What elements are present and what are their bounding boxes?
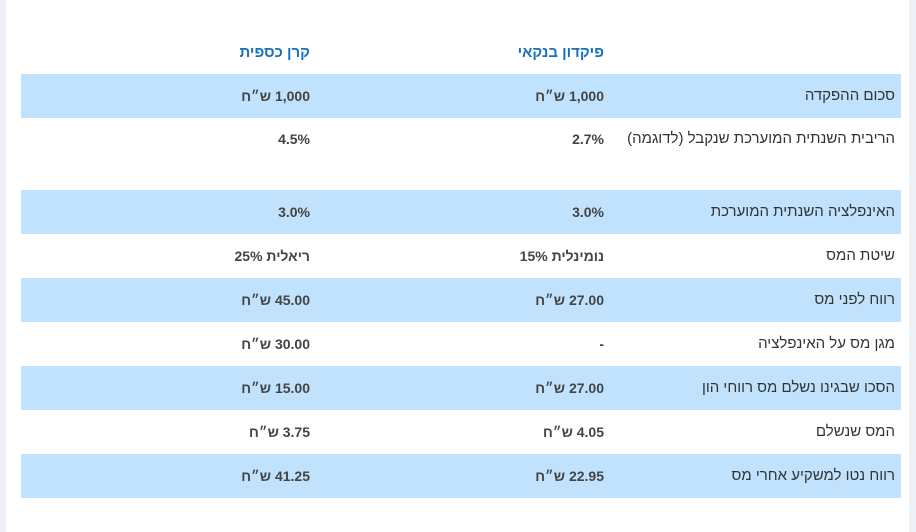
row-label: שיטת המס: [826, 247, 895, 264]
table-row-net-profit: רווח נטו למשקיע אחרי מס 22.95 ש״ח 41.25 …: [21, 454, 901, 498]
row-label: הסכו שבגינו נשלם מס רווחי הון: [701, 379, 895, 396]
row-label: סכום ההפקדה: [804, 87, 895, 104]
left-page-gutter: [0, 0, 6, 532]
money-fund-value: 1,000 ש״ח: [241, 88, 310, 104]
money-fund-value: 30.00 ש״ח: [241, 336, 310, 352]
row-label: מגן מס על האינפלציה: [758, 335, 895, 352]
bank-deposit-value: 2.7%: [572, 131, 604, 147]
row-label: המס שנשלם: [815, 423, 895, 440]
header-money-fund: קרן כספית: [239, 44, 310, 61]
money-fund-value: ריאלית 25%: [234, 248, 310, 264]
row-label: האינפלציה השנתית המוערכת: [710, 203, 895, 220]
table-row-inflation: האינפלציה השנתית המוערכת 3.0% 3.0%: [21, 190, 901, 234]
row-label: רווח נטו למשקיע אחרי מס: [731, 467, 895, 484]
row-label: הריבית השנתית המוערכת שנקבל (לדוגמה): [627, 130, 895, 147]
row-label: רווח לפני מס: [814, 291, 895, 308]
money-fund-value: 4.5%: [278, 131, 310, 147]
table-row-tax-method: שיטת המס נומינלית 15% ריאלית 25%: [21, 234, 901, 278]
bank-deposit-value: 4.05 ש״ח: [543, 424, 604, 440]
bank-deposit-value: 27.00 ש״ח: [535, 380, 604, 396]
bank-deposit-value: 1,000 ש״ח: [535, 88, 604, 104]
comparison-table: פיקדון בנקאי קרן כספית סכום ההפקדה 1,000…: [21, 36, 901, 498]
table-row-tax-paid: המס שנשלם 4.05 ש״ח 3.75 ש״ח: [21, 410, 901, 454]
table-row-profit-before-tax: רווח לפני מס 27.00 ש״ח 45.00 ש״ח: [21, 278, 901, 322]
money-fund-value: 15.00 ש״ח: [241, 380, 310, 396]
table-row-inflation-tax-shield: מגן מס על האינפלציה - 30.00 ש״ח: [21, 322, 901, 366]
bank-deposit-value: -: [599, 336, 604, 352]
money-fund-value: 3.75 ש״ח: [249, 424, 310, 440]
table-row-deposit-amount: סכום ההפקדה 1,000 ש״ח 1,000 ש״ח: [21, 74, 901, 118]
table-row-interest-rate: הריבית השנתית המוערכת שנקבל (לדוגמה) 2.7…: [21, 118, 901, 190]
right-page-gutter: [909, 0, 916, 532]
bank-deposit-value: 3.0%: [572, 204, 604, 220]
money-fund-value: 45.00 ש״ח: [241, 292, 310, 308]
table-row-taxable-amount: הסכו שבגינו נשלם מס רווחי הון 27.00 ש״ח …: [21, 366, 901, 410]
header-bank-deposit: פיקדון בנקאי: [517, 44, 604, 61]
money-fund-value: 3.0%: [278, 204, 310, 220]
bank-deposit-value: 27.00 ש״ח: [535, 292, 604, 308]
bank-deposit-value: 22.95 ש״ח: [535, 468, 604, 484]
money-fund-value: 41.25 ש״ח: [241, 468, 310, 484]
bank-deposit-value: נומינלית 15%: [519, 248, 604, 264]
table-header-row: פיקדון בנקאי קרן כספית: [21, 36, 901, 74]
